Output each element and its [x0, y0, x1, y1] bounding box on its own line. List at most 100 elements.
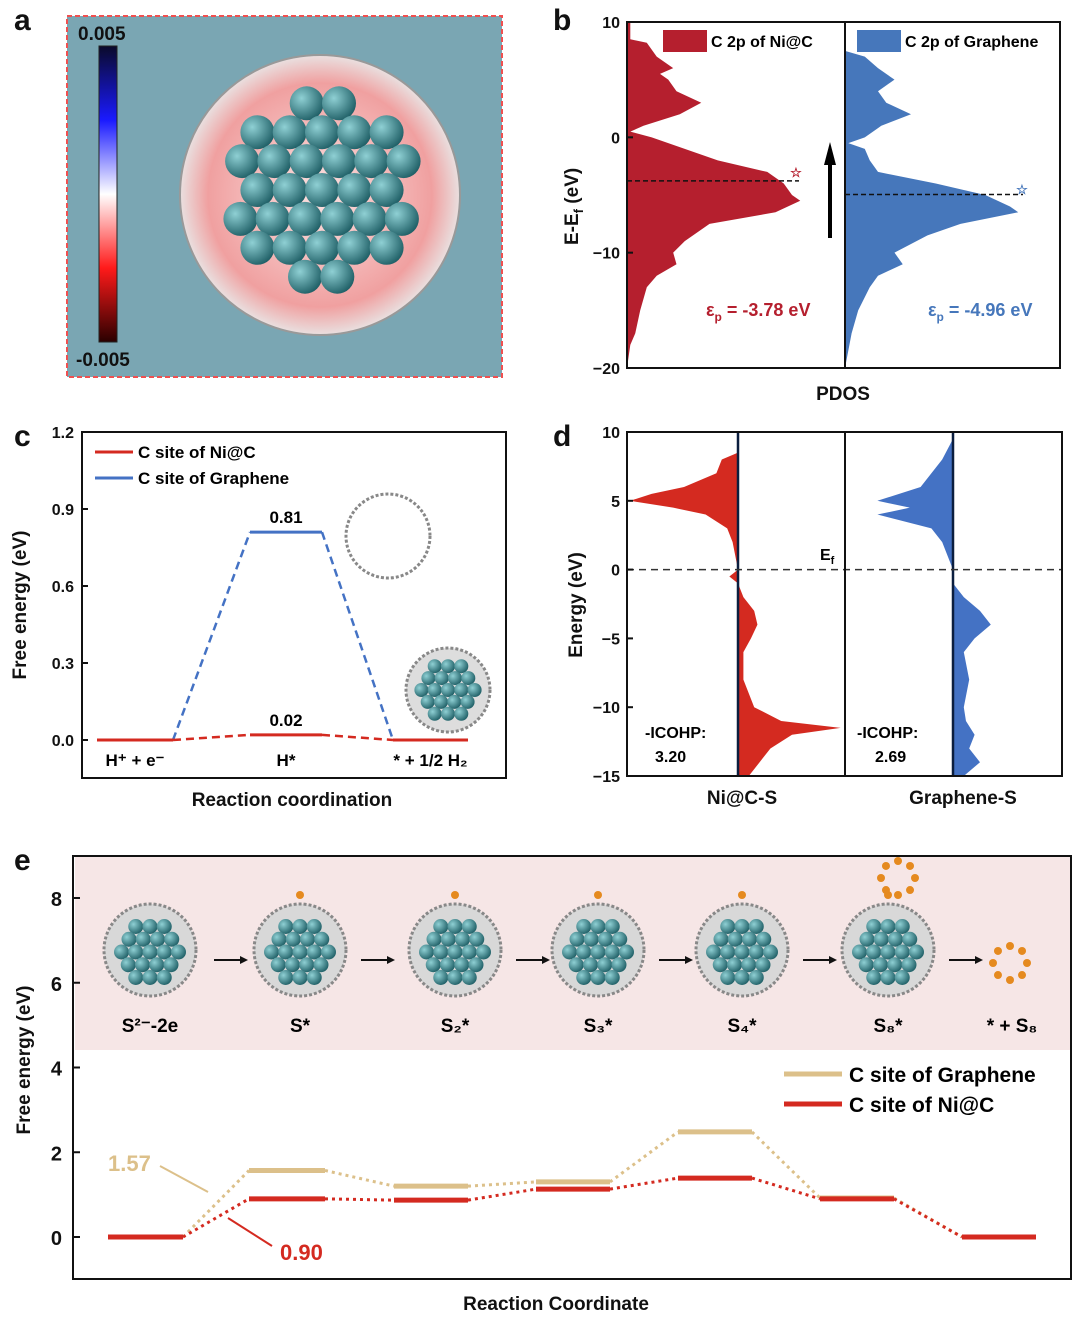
connector-line	[893, 1196, 963, 1239]
y-tick-label: −20	[593, 361, 620, 378]
category-label: * + 1/2 H₂	[393, 751, 467, 770]
sulfur-atom	[1018, 946, 1027, 955]
legend-label-graphene: C site of Graphene	[849, 1064, 1036, 1087]
ni-atom	[447, 970, 463, 985]
ni-atom	[421, 671, 436, 686]
ni-atom	[425, 957, 441, 973]
ni-atom	[583, 931, 599, 947]
ni-atom	[292, 919, 308, 934]
panel-e-srr-energy: S²⁻-2e S* S₂* S₃* S₄* S₈* * + S₈ 0 2 4 6 8 Free en…	[14, 855, 1072, 1315]
ni-atom	[460, 694, 475, 709]
y-tick-label: 10	[602, 425, 620, 442]
ni-atom	[305, 230, 339, 265]
legend-label-graphene: C 2p of Graphene	[905, 34, 1038, 51]
ni-atom	[156, 970, 172, 985]
ni-atom	[278, 919, 294, 934]
ni-atom	[320, 259, 355, 294]
ni-atom	[272, 115, 307, 150]
ni-atom	[369, 230, 404, 265]
ni-atom	[583, 957, 598, 973]
y-tick-label: 2	[51, 1143, 62, 1165]
sulfur-atom	[451, 891, 459, 899]
ni-atom	[426, 931, 442, 947]
ni-atom	[866, 944, 882, 960]
panel-label-d: d	[553, 420, 571, 453]
species-label: S₂*	[441, 1016, 470, 1037]
ni-atom	[742, 931, 757, 947]
species-label: S₃*	[584, 1016, 613, 1037]
ni-atom	[455, 931, 470, 947]
ni-atom	[150, 931, 165, 947]
connector-line	[467, 1187, 537, 1202]
ni-atom	[441, 706, 455, 721]
ni-atom	[454, 957, 470, 973]
ni-atom	[576, 944, 592, 960]
ni-atom	[741, 957, 757, 973]
connector-line	[172, 733, 251, 742]
ni-atom	[264, 944, 279, 960]
arrow-head-icon	[542, 956, 550, 964]
ni-atom	[306, 944, 322, 960]
ni-atom	[419, 944, 434, 960]
connector-line	[181, 1169, 251, 1239]
legend-label-ni: C 2p of Ni@C	[711, 34, 813, 51]
panel-c-her-energy: 0.0 0.3 0.6 0.9 1.2 0.81 0.02 H⁺ + e⁻ H* * + 1/2…	[10, 425, 507, 811]
connector-line	[750, 1130, 822, 1200]
ni-atom	[604, 944, 620, 960]
graphene-cage-icon	[344, 492, 432, 580]
ni-atom	[569, 931, 585, 947]
colorbar	[98, 45, 118, 343]
connector-line	[467, 1180, 537, 1188]
ni-atom	[414, 683, 429, 697]
ni-atom	[240, 173, 275, 207]
icohp-label-graphene: -ICOHP:	[857, 725, 918, 742]
annotation-graphene-barrier: 1.57	[108, 1151, 151, 1176]
ni-atom	[604, 919, 620, 934]
annotation-arrow	[227, 1217, 273, 1247]
ni-atom	[289, 144, 324, 179]
her-x-axis-label: Reaction coordination	[192, 790, 393, 811]
y-tick-label: 4	[51, 1059, 63, 1081]
ni-atom	[880, 944, 896, 960]
ni-atom	[386, 144, 421, 179]
panel-label-c: c	[14, 420, 31, 453]
ni-atom	[901, 957, 917, 973]
cohp-category-ni: Ni@C-S	[707, 788, 777, 809]
ni-atom	[354, 144, 389, 179]
pdos-y-axis-label: E-Ef (eV)	[562, 168, 586, 245]
ni-atom	[433, 919, 449, 934]
srr-y-axis-label: Free energy (eV)	[14, 986, 35, 1135]
ni-atom	[300, 931, 315, 947]
star-icon: ☆	[1016, 182, 1028, 197]
ni-atom	[590, 944, 606, 960]
ni-atom	[164, 931, 180, 947]
ni-atom	[163, 957, 179, 973]
ni-atom	[909, 944, 924, 960]
ni-atom	[469, 931, 485, 947]
ni-atom	[306, 970, 322, 985]
panel-label-e: e	[14, 844, 31, 877]
ni-atom	[427, 659, 442, 674]
sulfur-atom	[894, 857, 902, 865]
ni-atom	[156, 944, 172, 960]
barrier-label: 0.81	[269, 508, 302, 527]
ni-atom	[712, 957, 728, 973]
ni-atom	[461, 919, 477, 934]
ni-atom	[755, 957, 771, 973]
ni-atom	[887, 957, 903, 973]
ni-atom	[611, 957, 627, 973]
fermi-label: Ef	[820, 547, 835, 567]
sulfur-atom	[877, 874, 885, 882]
ni-atom	[720, 970, 736, 985]
ni-atom	[285, 931, 301, 947]
ni-atom	[313, 957, 329, 973]
legend-swatch-graphene	[857, 30, 901, 52]
ni-atom	[278, 944, 294, 960]
ni-atom	[447, 944, 463, 960]
panel-d-cohp: 10 5 0 −5 −10 −15 Energy (eV) Ef -ICOHP: 3.20…	[566, 425, 1063, 809]
ni-atom	[859, 931, 875, 947]
legend-label-ni: C site of Ni@C	[138, 443, 256, 462]
sulfur-atom	[906, 861, 915, 870]
ni-atom	[727, 957, 742, 973]
